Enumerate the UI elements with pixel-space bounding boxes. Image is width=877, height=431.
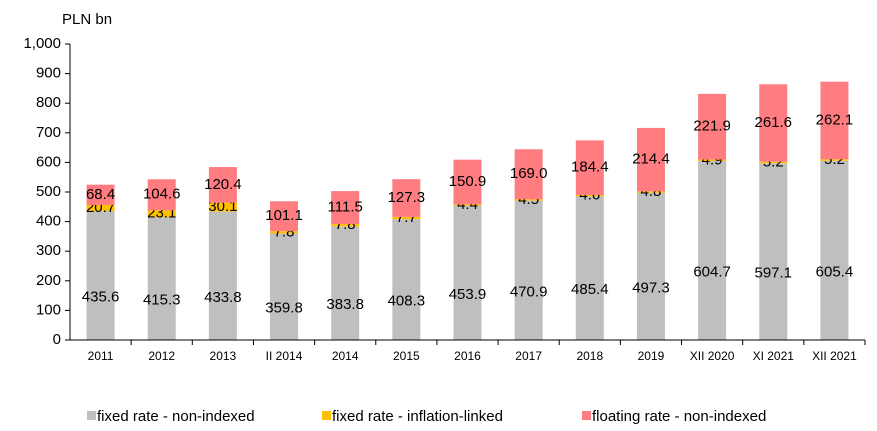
legend-label: fixed rate - inflation-linked <box>332 408 503 425</box>
bar-segment <box>147 217 176 340</box>
data-label: 101.1 <box>265 207 303 224</box>
data-label: 214.4 <box>632 151 670 168</box>
bar-segment <box>331 224 360 227</box>
legend-swatch <box>582 411 591 420</box>
bar-segment <box>86 184 115 205</box>
bar-segment <box>575 194 604 197</box>
data-label: 150.9 <box>449 173 487 190</box>
bar-segment <box>147 179 176 211</box>
bar-segment <box>698 161 727 340</box>
data-label: 415.3 <box>143 292 181 309</box>
bar-segment <box>759 161 788 164</box>
x-tick-label: XII 2021 <box>812 349 857 363</box>
x-tick-label: 2014 <box>332 349 359 363</box>
bar-segment <box>820 159 849 161</box>
x-tick-label: XI 2021 <box>753 349 795 363</box>
y-tick-label: 300 <box>36 242 61 259</box>
data-label: 497.3 <box>632 279 670 296</box>
bar-segment <box>453 205 482 340</box>
bar-segment <box>208 167 237 203</box>
y-tick-label: 400 <box>36 213 61 230</box>
bar-segment <box>208 211 237 340</box>
data-label: 453.9 <box>449 286 487 303</box>
bar-segment <box>759 84 788 162</box>
data-label: 104.6 <box>143 186 181 203</box>
data-label: 597.1 <box>754 265 792 282</box>
bar-segment <box>514 200 543 340</box>
bar-segment <box>514 149 543 200</box>
data-label: 605.4 <box>816 263 854 280</box>
bar-segment <box>759 163 788 340</box>
data-label: 261.6 <box>754 114 792 131</box>
data-label: 127.3 <box>388 189 426 206</box>
y-tick-label: 800 <box>36 94 61 111</box>
x-tick-label: 2016 <box>454 349 481 363</box>
legend-swatch <box>87 411 96 420</box>
y-tick-label: 600 <box>36 153 61 170</box>
x-tick-label: II 2014 <box>266 349 303 363</box>
bar-segment <box>208 202 237 212</box>
data-label: 68.4 <box>86 186 115 203</box>
y-tick-label: 200 <box>36 272 61 289</box>
bar-segment <box>636 192 665 340</box>
data-label: 184.4 <box>571 159 609 176</box>
data-label: 470.9 <box>510 283 548 300</box>
bar-segment <box>820 160 849 340</box>
bar-segment <box>331 226 360 340</box>
bar-segment <box>270 201 299 232</box>
bar-segment <box>575 140 604 195</box>
data-label: 435.6 <box>82 288 120 305</box>
data-label: 221.9 <box>693 118 731 135</box>
bar-segment <box>636 127 665 192</box>
data-label: 604.7 <box>693 263 731 280</box>
x-tick-label: 2019 <box>638 349 665 363</box>
bar-segment <box>86 211 115 340</box>
data-label: 485.4 <box>571 281 609 298</box>
bar-segment <box>270 233 299 340</box>
y-tick-label: 0 <box>53 331 61 348</box>
y-tick-label: 700 <box>36 124 61 141</box>
y-tick-label: 500 <box>36 183 61 200</box>
x-tick-label: 2015 <box>393 349 420 363</box>
data-label: 169.0 <box>510 165 548 182</box>
data-label: 433.8 <box>204 289 242 306</box>
x-tick-label: XII 2020 <box>690 349 735 363</box>
bar-segment <box>331 191 360 225</box>
bar-segment <box>575 196 604 340</box>
bar-segment <box>86 204 115 212</box>
bar-segment <box>147 210 176 218</box>
y-tick-label: 1,000 <box>23 35 61 52</box>
legend-label: fixed rate - non-indexed <box>97 408 255 425</box>
data-label: 111.5 <box>328 199 363 216</box>
bar-segment <box>392 219 421 340</box>
data-label: 383.8 <box>326 296 364 313</box>
bar-segment <box>698 93 727 160</box>
bar-segment <box>514 199 543 201</box>
data-label: 120.4 <box>204 176 242 193</box>
bar-segment <box>453 159 482 205</box>
bar-segment <box>392 179 421 217</box>
legend-swatch <box>322 411 331 420</box>
bar-segment <box>698 159 727 162</box>
y-tick-label: 900 <box>36 65 61 82</box>
legend-label: floating rate - non-indexed <box>592 408 766 425</box>
y-axis-label: PLN bn <box>62 11 112 28</box>
y-tick-label: 100 <box>36 301 61 318</box>
bar-segment <box>270 231 299 234</box>
data-label: 359.8 <box>265 300 303 317</box>
bar-segment <box>636 191 665 193</box>
x-tick-label: 2012 <box>148 349 175 363</box>
data-label: 408.3 <box>388 293 426 310</box>
x-tick-label: 2013 <box>210 349 237 363</box>
bar-segment <box>392 216 421 220</box>
x-tick-label: 2011 <box>88 349 114 363</box>
x-tick-label: 2018 <box>576 349 603 363</box>
bar-segment <box>453 204 482 206</box>
data-label: 262.1 <box>816 111 854 128</box>
x-tick-label: 2017 <box>515 349 542 363</box>
bar-segment <box>820 81 849 160</box>
